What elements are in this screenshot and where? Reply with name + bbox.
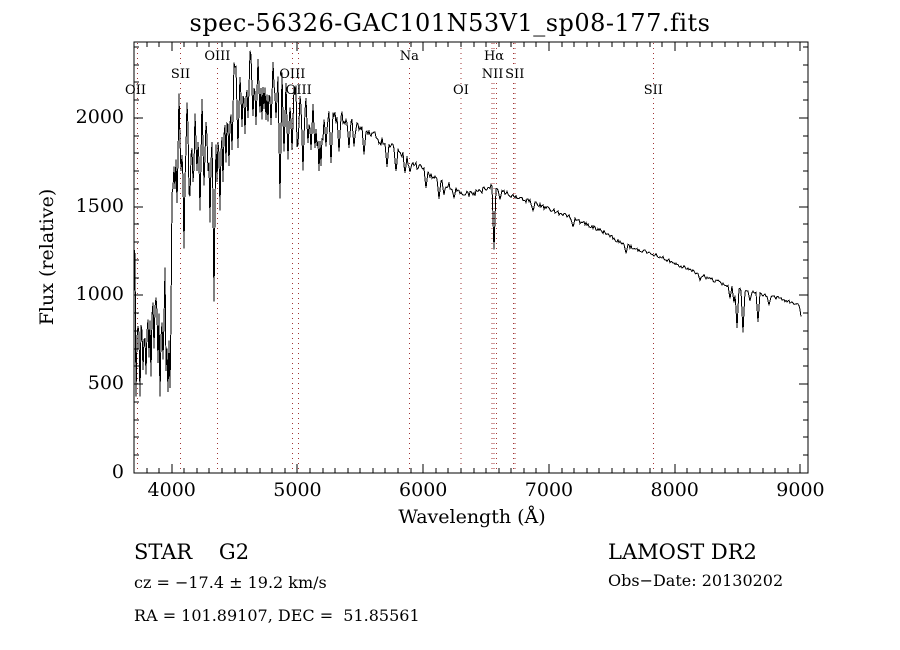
spectral-line-label: OIII (279, 67, 306, 82)
y-tick-label: 2000 (75, 105, 124, 128)
survey-label: LAMOST DR2 (608, 540, 757, 564)
plot-title: spec-56326-GAC101N53V1_sp08-177.fits (189, 9, 711, 37)
x-tick-label: 6000 (399, 479, 448, 501)
y-tick-label: 500 (87, 372, 124, 395)
x-tick-label: 7000 (524, 479, 574, 501)
spectrum-trace (133, 50, 802, 397)
x-tick-label: 5000 (273, 479, 322, 501)
spectral-line-label: SII (169, 67, 192, 82)
classification-label: STAR G2 (134, 540, 250, 564)
y-axis-title: Flux (relative) (36, 188, 58, 326)
spectral-line-label: OIII (203, 49, 232, 64)
spectral-line-label: Hα (482, 49, 506, 64)
obs-date: Obs−Date: 20130202 (608, 571, 784, 590)
spectral-line-label: OII (125, 83, 146, 98)
x-axis-title: Wavelength (Å) (398, 506, 546, 528)
y-tick-label: 1000 (75, 283, 124, 306)
plot-frame (133, 41, 809, 474)
spectral-line-label: NII (480, 67, 505, 82)
x-tick-label: 4000 (147, 479, 196, 501)
cz-value: cz = −17.4 ± 19.2 km/s (134, 573, 327, 592)
spectral-line-label: Na (398, 49, 420, 64)
x-tick-label: 8000 (650, 479, 699, 501)
x-tick-label: 9000 (776, 479, 825, 501)
spectral-line-label: OIII (285, 83, 312, 98)
coordinates: RA = 101.89107, DEC = 51.85561 (134, 606, 420, 625)
y-tick-label: 1500 (75, 194, 124, 217)
spectral-line-label: OI (452, 83, 470, 98)
y-tick-label: 0 (111, 461, 124, 483)
spectral-line-label: SII (504, 67, 526, 82)
spectral-line-label: SII (642, 83, 664, 98)
